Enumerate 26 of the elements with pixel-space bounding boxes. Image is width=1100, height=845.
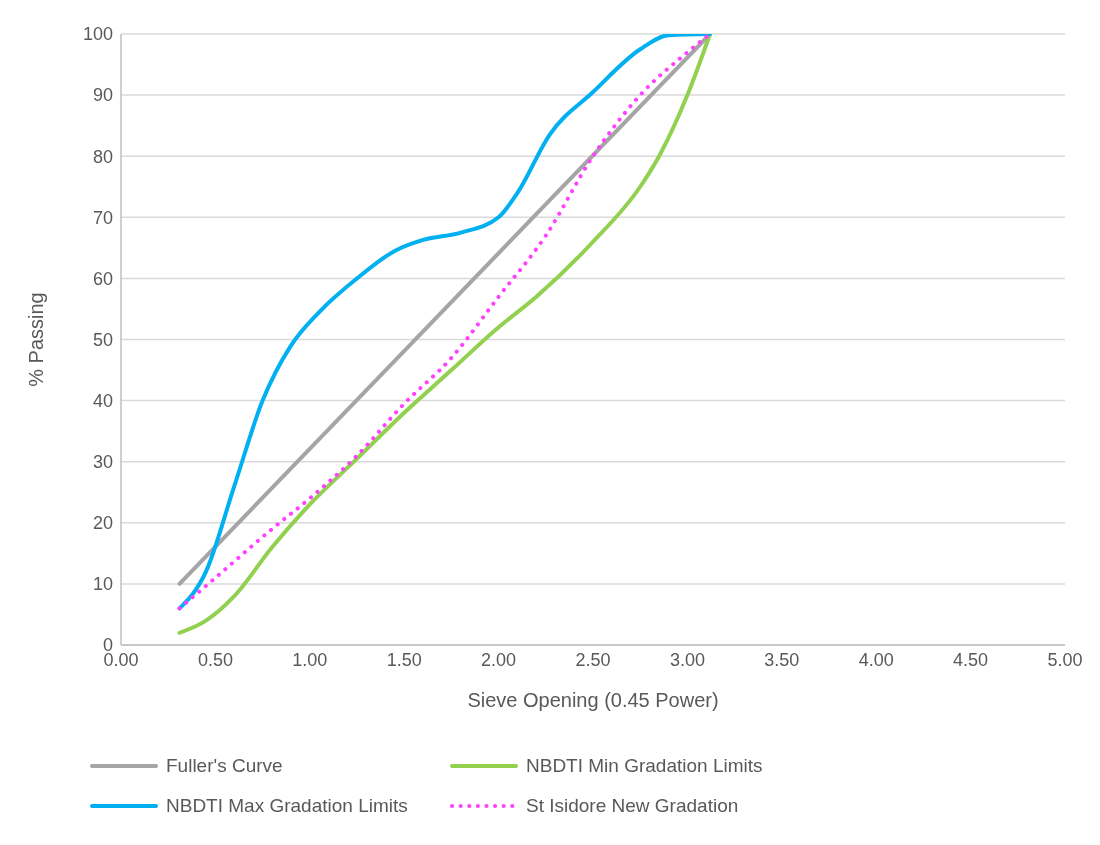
y-tick-label: 20 — [92, 513, 113, 534]
y-tick-label: 50 — [92, 329, 113, 350]
x-axis-title: Sieve Opening (0.45 Power) — [467, 689, 719, 711]
y-tick-label: 60 — [92, 268, 113, 289]
legend-label: NBDTI Max Gradation Limits — [166, 795, 408, 817]
x-tick-label: 3.00 — [669, 649, 705, 670]
x-tick-label: 1.00 — [292, 649, 328, 670]
y-tick-label: 70 — [92, 207, 113, 228]
legend-label: Fuller's Curve — [166, 755, 283, 777]
y-tick-label: 40 — [92, 390, 113, 411]
y-axis-title: % Passing — [25, 292, 48, 387]
x-tick-label: 2.50 — [575, 649, 611, 670]
y-tick-label: 80 — [92, 146, 113, 167]
y-tick-label: 100 — [82, 24, 113, 45]
x-tick-label: 3.50 — [764, 649, 800, 670]
x-tick-label: 1.50 — [386, 649, 422, 670]
x-tick-label: 0.50 — [197, 649, 233, 670]
y-tick-label: 10 — [92, 574, 113, 595]
x-tick-label: 4.50 — [953, 649, 989, 670]
y-tick-label: 30 — [92, 452, 113, 473]
legend-label: St Isidore New Gradation — [526, 795, 739, 817]
x-tick-label: 5.00 — [1047, 649, 1083, 670]
x-tick-label: 4.00 — [858, 649, 894, 670]
legend-label: NBDTI Min Gradation Limits — [526, 755, 763, 777]
x-tick-label: 2.00 — [481, 649, 517, 670]
y-tick-label: 90 — [92, 85, 113, 106]
